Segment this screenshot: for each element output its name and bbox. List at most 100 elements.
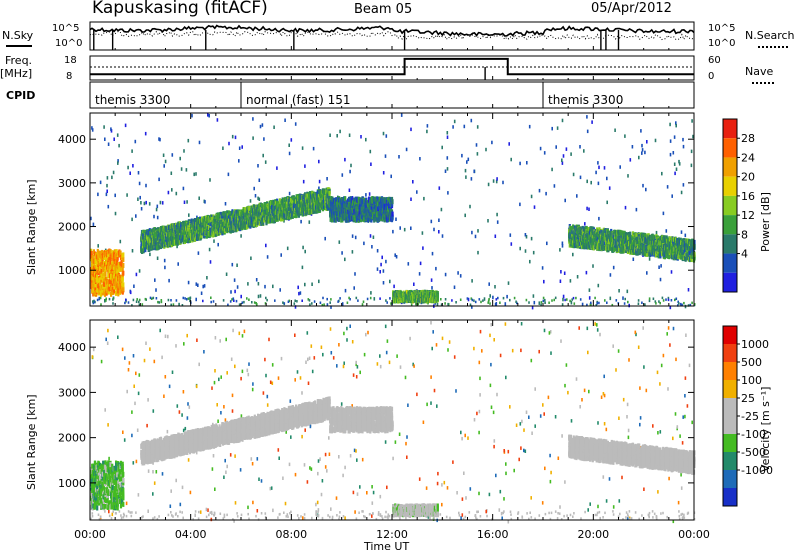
power-noise-cell [195,172,197,176]
power-noise-cell [324,236,326,241]
power-ground-cell [326,303,329,306]
power-noise-cell [675,121,677,125]
power-echo-cell-0 [108,269,112,275]
power-echo-cell-1 [148,246,151,252]
power-echo-cell-0 [94,258,97,264]
power-noise-cell [453,119,456,124]
power-noise-cell [678,159,680,164]
power-noise-cell [273,125,275,129]
power-ground-cell [444,302,446,305]
power-ground-cell [489,302,491,305]
power-ground-cell [227,303,229,307]
power-noise-cell [670,270,673,274]
power-noise-cell [446,167,449,171]
power-echo-cell-1 [229,216,232,222]
power-noise-cell [541,266,544,270]
power-noise-cell [252,117,254,121]
beam-label: Beam 05 [354,2,413,17]
power-ground-cell [185,298,188,301]
power-noise-cell [258,178,261,182]
power-echo-cell-1 [158,243,161,249]
power-ground-cell [440,298,442,301]
power-noise-cell [163,258,166,263]
power-noise-cell [644,150,646,155]
power-ground-cell [667,298,670,302]
power-noise-cell [684,304,687,309]
power-echo-cell-1 [143,230,146,236]
power-ground-cell [665,298,667,301]
power-noise-cell [609,296,612,301]
power-noise-cell [113,137,115,141]
power-noise-cell [382,269,385,273]
power-noise-cell [164,265,166,270]
cpid-segment-label-2: themis 3300 [548,93,623,107]
power-noise-cell [159,137,161,142]
power-noise-cell [508,142,510,146]
power-noise-cell [344,288,347,293]
nave-tick-hi: 60 [708,55,721,66]
power-noise-cell [562,294,565,299]
power-ground-cell [184,297,186,300]
power-noise-cell [588,288,591,292]
power-noise-cell [302,179,305,184]
power-noise-cell [299,291,302,295]
power-ground-cell [266,298,268,302]
power-ground-cell [160,300,163,304]
power-ground-cell [323,303,325,306]
power-noise-cell [240,294,242,299]
power-noise-cell [491,140,493,145]
power-noise-cell [559,248,561,252]
power-noise-cell [117,161,119,165]
power-echo-cell-0 [92,291,95,297]
power-ground-cell [658,300,660,303]
power-noise-cell [318,159,320,164]
power-noise-cell [140,201,142,205]
power-noise-cell [485,147,487,152]
power-echo-cell-0 [98,277,102,283]
power-ground-cell [233,299,235,302]
power-ground-cell [417,302,419,306]
power-noise-cell [198,140,201,145]
power-ground-cell [238,303,241,306]
power-ground-cell [586,303,588,307]
power-ground-cell [346,301,349,304]
power-echo-cell-0 [117,268,120,274]
power-noise-cell [300,219,302,224]
power-noise-cell [494,285,496,289]
power-noise-cell [117,159,119,163]
power-noise-cell [561,118,564,123]
power-noise-cell [114,193,116,198]
power-noise-cell [483,297,486,301]
power-echo-cell-1 [328,190,331,196]
power-noise-cell [259,294,262,298]
power-echo-cell-0 [106,280,109,286]
power-ground-cell [480,300,482,304]
power-noise-cell [494,234,497,238]
power-noise-cell [519,246,521,251]
power-noise-cell [606,176,608,181]
power-noise-cell [569,279,572,283]
power-ground-cell [229,300,232,303]
power-ground-cell [488,298,490,301]
power-noise-cell [349,169,351,174]
power-ground-cell [138,300,140,304]
power-ground-cell [648,299,651,303]
power-noise-cell [585,270,588,275]
power-noise-cell [590,180,592,185]
power-noise-cell [225,272,228,276]
power-noise-cell [492,295,494,300]
power-ground-cell [553,298,555,302]
power-ground-cell [554,296,557,300]
power-noise-cell [563,271,566,275]
power-noise-cell [532,294,535,298]
power-echo-cell-0 [105,261,108,267]
freq-tick-lo: 8 [66,71,73,82]
power-noise-cell [129,171,131,175]
power-noise-cell [669,122,671,127]
power-ground-cell [542,296,545,300]
power-noise-cell [91,128,94,132]
power-noise-cell [496,177,498,181]
power-noise-cell [556,126,559,130]
power-noise-cell [572,172,575,177]
power-ground-cell [606,301,608,304]
